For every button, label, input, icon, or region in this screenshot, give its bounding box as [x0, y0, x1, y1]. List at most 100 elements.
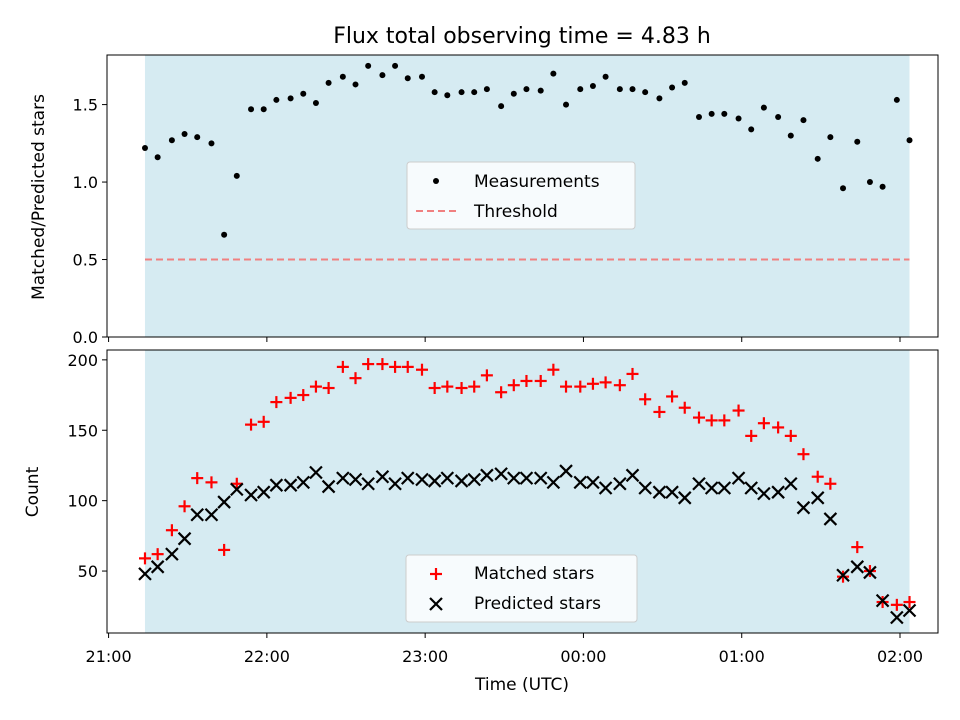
measurement-point [721, 110, 728, 117]
measurement-point [681, 79, 688, 86]
predicted-star-point [546, 475, 561, 490]
measurement-point [800, 117, 807, 124]
measurement-point [854, 138, 861, 145]
legend-measurements-label: Measurements [474, 172, 600, 192]
measurement-point [248, 106, 255, 113]
x-tick-label: 22:00 [244, 647, 290, 666]
matched-star-point [297, 389, 310, 402]
y-tick-label: 50 [78, 562, 98, 581]
predicted-star-point [836, 568, 850, 583]
matched-star-point [257, 415, 270, 428]
measurement-point [602, 73, 609, 80]
predicted-star-point [244, 488, 258, 502]
legend-matched-label: Matched stars [474, 564, 594, 584]
matched-star-point [705, 414, 718, 427]
measurement-point [563, 101, 570, 108]
measurement-point [379, 72, 386, 79]
measurement-point [312, 100, 319, 107]
measurement-point [339, 73, 346, 80]
matched-star-point [824, 477, 837, 490]
predicted-star-point [704, 481, 719, 495]
measurement-point [656, 95, 663, 102]
matched-star-point [534, 374, 547, 387]
matched-star-point [376, 358, 389, 371]
measurement-point [260, 106, 267, 113]
predicted-star-point [823, 512, 838, 526]
predicted-star-point [138, 567, 152, 581]
matched-star-point [309, 380, 322, 393]
predicted-star-point [507, 471, 521, 485]
measurement-point [431, 89, 438, 96]
matched-star-point [389, 360, 402, 373]
matched-star-point [718, 414, 731, 427]
matched-star-point [401, 360, 414, 373]
measurement-point [300, 90, 307, 97]
matched-star-point [626, 367, 639, 380]
predicted-star-point [283, 478, 298, 492]
predicted-star-point [150, 560, 165, 574]
measurement-point [523, 86, 530, 93]
matched-star-point [772, 421, 785, 434]
predicted-star-point [415, 472, 429, 487]
ratio-marks [141, 62, 913, 261]
predicted-star-point [850, 560, 865, 574]
matched-star-point [639, 393, 652, 406]
matched-star-point [495, 386, 508, 399]
chart-title: Flux total observing time = 4.83 h [333, 24, 711, 49]
matched-star-point [165, 524, 178, 537]
measurement-point [154, 154, 161, 161]
predicted-star-point [494, 467, 508, 481]
matched-star-point [284, 391, 297, 404]
matched-star-point [322, 382, 335, 395]
matched-star-point [362, 358, 375, 371]
predicted-star-point [217, 495, 231, 509]
predicted-star-point [480, 468, 494, 483]
measurement-point [906, 137, 913, 144]
measurement-point [404, 75, 411, 82]
predicted-star-point [902, 603, 917, 618]
predicted-star-point [757, 486, 771, 501]
count-plot-frame [106, 349, 939, 634]
measurement-point [708, 110, 715, 117]
predicted-star-point [731, 471, 746, 485]
measurement-point [866, 179, 873, 186]
measurement-point [642, 89, 649, 96]
measurement-point [458, 89, 465, 96]
matched-star-point [692, 411, 705, 424]
predicted-star-point [890, 610, 904, 625]
matched-star-point [218, 543, 231, 556]
predicted-star-point [744, 481, 759, 495]
predicted-star-point [454, 474, 469, 488]
predicted-star-point [361, 476, 375, 491]
count-legend: Matched stars Predicted stars [405, 554, 638, 623]
predicted-star-point [427, 474, 442, 488]
y-tick-label: 200 [67, 351, 98, 370]
ratio-panel: Flux total observing time = 4.83 h 0.00.… [29, 24, 939, 347]
matched-star-point [797, 448, 810, 461]
measurement-point [141, 144, 148, 151]
matched-star-point [784, 429, 797, 442]
matched-star-point [336, 360, 349, 373]
y-tick-label: 150 [67, 421, 98, 440]
matched-star-point [745, 429, 758, 442]
matched-star-point [441, 380, 454, 393]
measurement-point [287, 95, 294, 102]
matched-star-point [455, 382, 468, 395]
count-y-ticks: 50 100 150 200 [67, 351, 107, 581]
matched-star-point [811, 470, 824, 483]
count-y-axis-label: Count [23, 466, 43, 517]
ratio-y-axis-label: Matched/Predicted stars [29, 94, 49, 300]
measurement-point [669, 84, 676, 91]
predicted-star-point [677, 491, 692, 505]
measurement-point [735, 115, 742, 122]
predicted-star-point [598, 481, 613, 495]
measurement-point [577, 86, 584, 93]
measurement-point [775, 113, 782, 120]
matched-star-point [349, 372, 362, 385]
measurement-point [550, 70, 557, 77]
predicted-star-point [533, 471, 548, 485]
measurement-point [629, 86, 636, 93]
ratio-legend-box [406, 161, 636, 230]
measurement-point [827, 134, 834, 141]
